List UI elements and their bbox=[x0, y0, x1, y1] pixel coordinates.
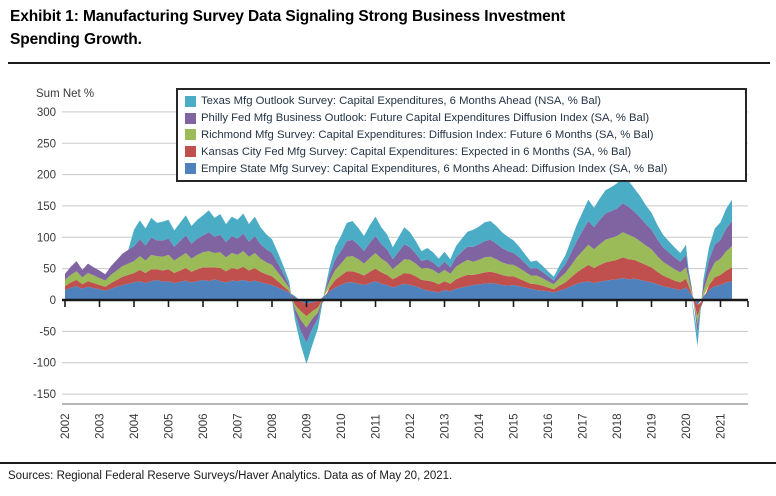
footer-divider-line bbox=[0, 462, 776, 464]
x-tick-label-2002: 2002 bbox=[60, 413, 72, 439]
x-tick-label-2021: 2021 bbox=[716, 413, 728, 439]
y-tick-label-100: 100 bbox=[37, 232, 56, 244]
y-tick-label--150: -150 bbox=[33, 389, 56, 401]
legend-swatch-texas bbox=[185, 95, 196, 107]
legend-label-richmond: Richmond Mfg Survey: Capital Expenditure… bbox=[201, 128, 654, 141]
x-tick-label-2005: 2005 bbox=[164, 413, 176, 439]
area-empire-state bbox=[65, 278, 732, 305]
exhibit-title-line1: Exhibit 1: Manufacturing Survey Data Sig… bbox=[10, 8, 566, 25]
x-tick-label-2013: 2013 bbox=[440, 413, 452, 439]
legend-swatch-empire-state bbox=[185, 163, 196, 175]
y-tick-label-300: 300 bbox=[37, 107, 56, 119]
legend-swatch-richmond bbox=[185, 129, 196, 141]
legend-item-philly: Philly Fed Mfg Business Outlook: Future … bbox=[185, 112, 738, 124]
x-tick-label-2006: 2006 bbox=[198, 413, 210, 439]
area-richmond bbox=[65, 232, 732, 328]
stacked-areas bbox=[65, 177, 732, 364]
y-tick-label-200: 200 bbox=[37, 170, 56, 182]
exhibit-title: Exhibit 1: Manufacturing Survey Data Sig… bbox=[10, 5, 770, 52]
y-tick-label--50: -50 bbox=[39, 326, 56, 338]
x-tick-label-2015: 2015 bbox=[509, 413, 521, 439]
x-tick-label-2012: 2012 bbox=[405, 413, 417, 439]
y-tick-label-150: 150 bbox=[37, 201, 56, 213]
x-tick-label-2007: 2007 bbox=[233, 413, 245, 439]
y-tick-label--100: -100 bbox=[33, 358, 56, 370]
area-kansas-city bbox=[65, 257, 732, 317]
legend-item-texas: Texas Mfg Outlook Survey: Capital Expend… bbox=[185, 95, 738, 107]
x-tick-label-2017: 2017 bbox=[578, 413, 590, 439]
x-tick-label-2019: 2019 bbox=[647, 413, 659, 439]
x-tick-label-2020: 2020 bbox=[681, 413, 693, 439]
legend-label-texas: Texas Mfg Outlook Survey: Capital Expend… bbox=[201, 95, 601, 108]
y-tick-label-0: 0 bbox=[50, 295, 56, 307]
legend-item-kansas-city: Kansas City Fed Mfg Survey: Capital Expe… bbox=[185, 146, 738, 158]
x-tick-label-2010: 2010 bbox=[336, 413, 348, 439]
legend-item-richmond: Richmond Mfg Survey: Capital Expenditure… bbox=[185, 129, 738, 141]
legend-swatch-philly bbox=[185, 112, 196, 124]
legend-label-empire-state: Empire State Mfg Survey: Capital Expendi… bbox=[201, 162, 668, 175]
area-philly bbox=[65, 203, 732, 343]
exhibit-title-line2: Spending Growth. bbox=[10, 31, 142, 49]
legend-item-empire-state: Empire State Mfg Survey: Capital Expendi… bbox=[185, 163, 738, 175]
x-tick-label-2009: 2009 bbox=[302, 413, 314, 439]
legend-label-kansas-city: Kansas City Fed Mfg Survey: Capital Expe… bbox=[201, 145, 632, 158]
y-tick-label-250: 250 bbox=[37, 138, 56, 150]
x-tick-label-2018: 2018 bbox=[612, 413, 624, 439]
y-tick-label-50: 50 bbox=[43, 264, 56, 276]
title-divider-line bbox=[8, 62, 770, 64]
x-tick-label-2003: 2003 bbox=[95, 413, 107, 439]
x-tick-label-2008: 2008 bbox=[267, 413, 279, 439]
x-tick-label-2016: 2016 bbox=[543, 413, 555, 439]
sources-note: Sources: Regional Federal Reserve Survey… bbox=[8, 470, 453, 482]
x-tick-label-2011: 2011 bbox=[371, 414, 383, 439]
legend-label-philly: Philly Fed Mfg Business Outlook: Future … bbox=[201, 112, 650, 125]
y-axis-unit-label: Sum Net % bbox=[36, 88, 94, 100]
legend-swatch-kansas-city bbox=[185, 146, 196, 158]
x-tick-label-2004: 2004 bbox=[129, 413, 141, 439]
chart-legend: Texas Mfg Outlook Survey: Capital Expend… bbox=[176, 88, 747, 182]
x-tick-label-2014: 2014 bbox=[474, 413, 486, 439]
area-texas bbox=[65, 177, 732, 364]
